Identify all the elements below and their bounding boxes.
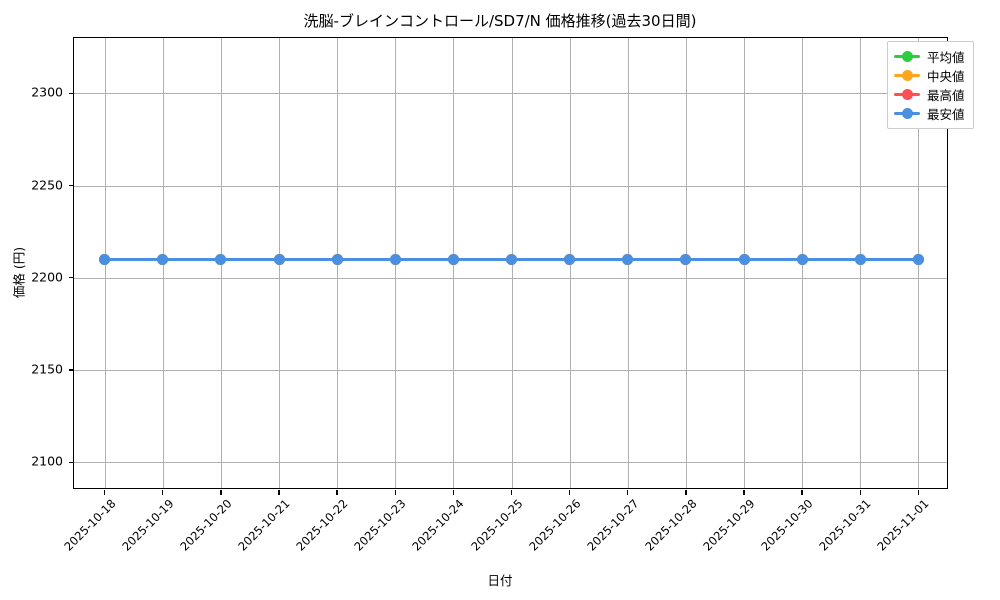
series-line-segment [337,257,396,261]
x-axis-tick-label: 2025-10-27 [584,496,642,554]
legend-item-label: 平均値 [927,50,965,65]
x-axis-tick-mark [278,490,280,495]
data-point-marker [506,253,517,265]
x-axis-tick-mark [336,490,338,495]
x-axis-tick-label: 2025-10-19 [119,496,177,554]
data-point-marker [99,253,111,265]
legend-item-label: 最安値 [927,107,965,122]
legend-item-label: 中央値 [927,69,965,84]
x-axis-tick-label: 2025-10-29 [700,496,758,554]
x-axis-tick-mark [801,490,803,495]
data-point-marker [796,253,808,265]
legend-item[interactable]: 最高値 [894,85,965,104]
x-axis-tick-mark [743,490,745,495]
series-line-segment [279,257,338,261]
grid-line-horizontal [74,277,947,279]
data-point-marker [447,253,459,265]
x-axis-tick-mark [859,490,861,495]
series-line-segment [511,257,570,261]
data-point-marker [854,253,866,265]
x-axis-tick-mark [220,490,222,495]
series-line-segment [104,257,163,261]
x-axis-tick-mark [627,490,629,495]
series-line-segment [627,257,686,261]
data-point-marker [215,253,227,265]
grid-line-horizontal [74,93,947,95]
x-axis-tick-mark [103,490,106,495]
chart-legend: 平均値中央値最高値最安値 [887,41,974,129]
legend-item[interactable]: 中央値 [894,66,965,85]
x-axis-tick-mark [510,490,513,495]
data-point-marker [389,253,401,265]
data-point-marker [680,253,692,265]
x-axis-tick-label: 2025-10-28 [642,496,700,554]
x-axis-tick-mark [568,490,571,495]
series-line-segment [453,257,512,261]
data-point-marker [331,253,343,265]
series-line-segment [569,257,628,261]
y-axis-tick-label: 2100 [31,453,63,469]
y-axis-tick-label: 2250 [31,177,63,193]
x-axis-tick-label: 2025-10-25 [467,496,525,554]
y-axis-tick-mark [69,461,74,463]
x-axis-tick-mark [685,490,687,495]
legend-item-label: 最高値 [927,88,965,103]
legend-item[interactable]: 最安値 [894,104,965,123]
plot-area [69,37,948,495]
data-point-marker [912,253,924,265]
x-axis-tick-mark [452,490,455,495]
series-line-segment [860,257,919,261]
grid-line-horizontal [74,370,947,372]
chart-title: 洗脳-ブレインコントロール/SD7/N 価格推移(過去30日間) [303,12,697,30]
x-axis-tick-label: 2025-10-23 [351,496,409,554]
x-axis-tick-label: 2025-10-20 [177,496,235,554]
y-axis-label: 価格 (円) [11,246,27,299]
x-axis-tick-label: 2025-10-24 [409,496,467,554]
data-point-marker [622,253,634,265]
x-axis-tick-label: 2025-10-31 [816,496,874,554]
data-point-marker [738,253,750,265]
y-axis-tick-mark [69,184,74,187]
y-axis-tick-label: 2150 [31,361,63,377]
y-axis-tick-label: 2300 [31,84,63,100]
x-axis-tick-label: 2025-10-21 [235,496,293,554]
series-layer [74,38,947,488]
series-line-segment [395,257,454,261]
legend-marker-icon [894,108,920,119]
legend-marker-icon [894,70,920,81]
x-axis-tick-label: 2025-10-18 [60,496,119,554]
series-line-segment [162,257,221,261]
y-axis-tick-mark [69,369,74,371]
legend-marker-icon [894,51,920,62]
series-line-segment [802,257,861,261]
series-line-segment [685,257,744,261]
series-line-segment [220,257,279,261]
x-axis-tick-label: 2025-10-26 [525,496,584,554]
data-point-marker [564,253,576,265]
data-point-marker [273,253,285,265]
x-axis-tick-label: 2025-10-30 [758,496,816,554]
legend-item[interactable]: 平均値 [894,47,965,66]
x-axis-tick-mark [917,490,920,495]
series-line-segment [744,257,803,261]
x-axis-tick-mark [162,490,164,495]
legend-marker-icon [894,89,920,100]
x-axis-tick-label: 2025-10-22 [293,496,351,554]
x-axis-tick-label: 2025-11-01 [874,496,932,554]
x-axis-label: 日付 [487,573,513,588]
grid-line-horizontal [74,185,947,187]
grid-line-horizontal [74,462,947,464]
data-point-marker [157,253,169,265]
x-axis-tick-mark [394,490,396,495]
y-axis-tick-mark [69,277,74,279]
y-axis-tick-mark [69,92,74,94]
